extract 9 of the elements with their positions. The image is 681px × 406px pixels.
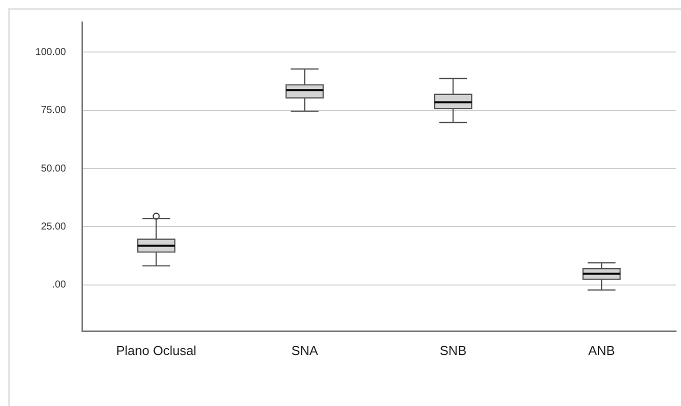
y-tick-label: 25.00 <box>40 221 66 232</box>
x-tick-label: ANB <box>588 342 615 358</box>
y-tick-label: 50.00 <box>40 163 66 174</box>
y-tick-label: .00 <box>52 280 66 291</box>
x-tick-label: SNA <box>291 342 318 358</box>
x-tick-label: SNB <box>440 342 466 358</box>
y-tick-label: 100.00 <box>35 46 66 58</box>
x-tick-label: Plano Oclusal <box>116 342 196 358</box>
y-tick-label: 75.00 <box>40 105 66 116</box>
